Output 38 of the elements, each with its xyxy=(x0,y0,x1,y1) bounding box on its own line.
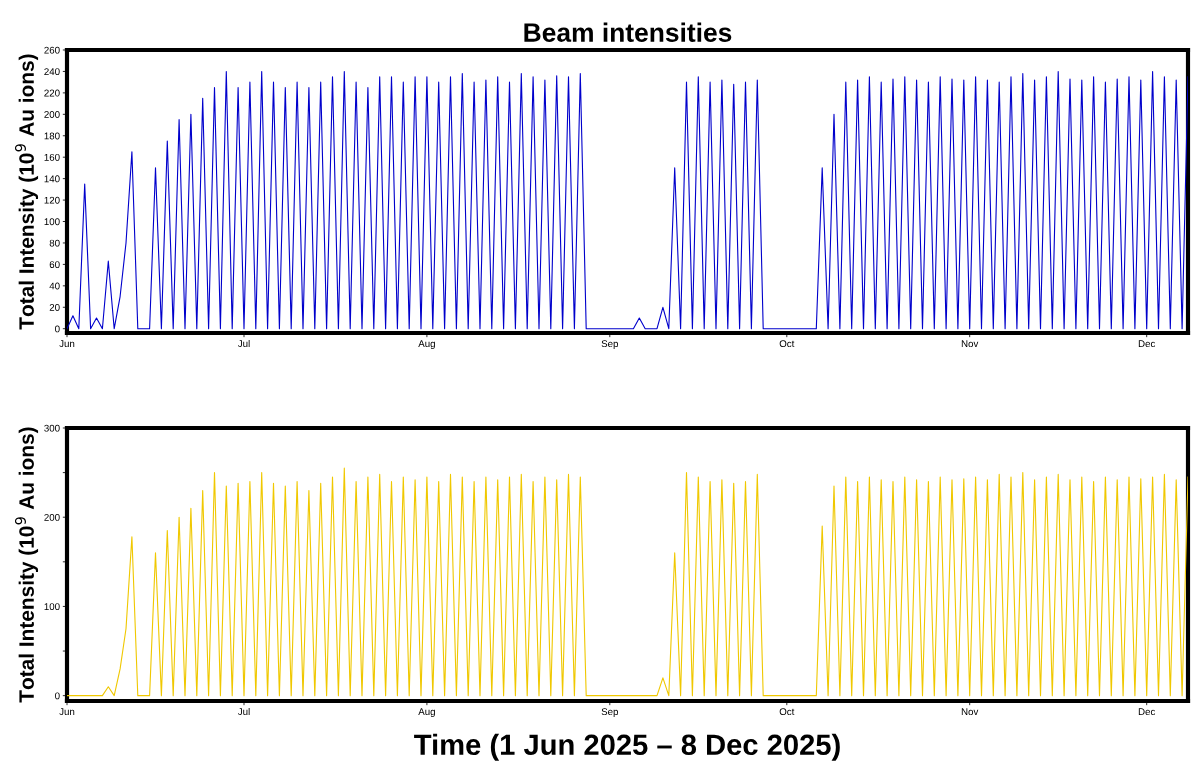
x-tick-label: Jun xyxy=(59,708,75,716)
x-tick-label: Sep xyxy=(601,340,619,350)
y-tick-label: 40 xyxy=(49,282,60,290)
y-tick-label: 240 xyxy=(44,68,60,76)
line-series xyxy=(67,70,1188,330)
x-tick-label: Oct xyxy=(779,708,795,716)
y-tick-label: 200 xyxy=(44,111,60,118)
y-tick-label: 220 xyxy=(44,89,60,97)
x-tick-label: Sep xyxy=(601,708,619,718)
y-tick-label: 20 xyxy=(49,304,60,311)
x-tick-label: Nov xyxy=(961,340,979,348)
x-axis-title: Time (1 Jun 2025 – 8 Dec 2025) xyxy=(414,733,840,761)
y-tick-label: 80 xyxy=(49,239,60,247)
x-tick-label: Dec xyxy=(1138,340,1156,348)
x-tick-label: Jul xyxy=(237,339,250,348)
x-tick-label: Aug xyxy=(418,708,435,718)
y-tick-label: 140 xyxy=(44,175,60,183)
x-tick-label: Aug xyxy=(418,340,435,350)
x-tick-label: Nov xyxy=(961,708,979,716)
y-tick-label: 120 xyxy=(44,196,60,204)
chart-title: Beam intensities xyxy=(524,22,732,42)
x-tick-label: Jun xyxy=(59,340,75,348)
y-tick-label: 60 xyxy=(49,261,60,269)
y-tick-label: 0 xyxy=(55,692,60,700)
y-tick-label: 200 xyxy=(44,513,60,521)
y-tick-label: 100 xyxy=(44,218,60,226)
y-tick-label: 180 xyxy=(44,132,60,140)
y-tick-label: 300 xyxy=(44,424,60,432)
y-axis-title: Total Intensity (10$^{9}$ Au ions) xyxy=(14,427,39,703)
y-tick-label: 0 xyxy=(55,325,60,333)
x-tick-label: Dec xyxy=(1138,708,1156,716)
y-tick-label: 160 xyxy=(44,153,60,161)
x-tick-label: Oct xyxy=(779,340,795,348)
y-tick-label: 260 xyxy=(44,46,60,54)
y-tick-label: 100 xyxy=(44,603,60,611)
y-axis-title: Total Intensity (10$^{9}$ Au ions) xyxy=(14,54,39,330)
line-series xyxy=(67,467,1188,697)
x-tick-label: Jul xyxy=(237,707,250,716)
